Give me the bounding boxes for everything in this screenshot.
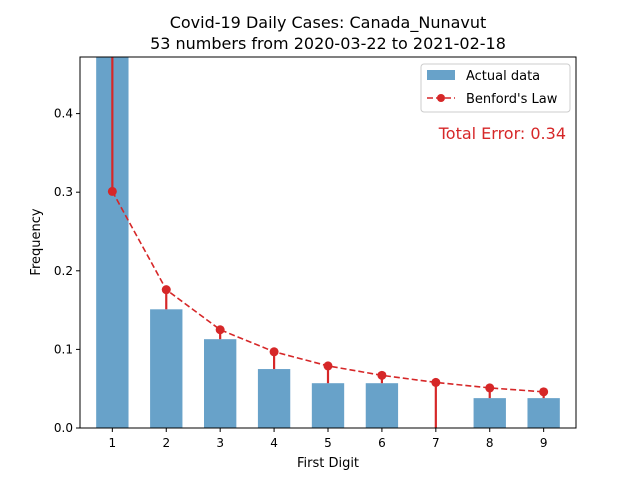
bar-series-actual — [96, 57, 560, 428]
total-error-annotation: Total Error: 0.34 — [438, 124, 566, 143]
bar-digit-3 — [204, 339, 237, 428]
x-tick-label-5: 5 — [324, 436, 332, 450]
x-axis-ticks: 1 2 3 4 5 6 7 8 9 — [109, 428, 548, 450]
y-tick-label-1: 0.1 — [54, 342, 73, 356]
legend-swatch-actual — [427, 70, 455, 80]
chart-title: Covid-19 Daily Cases: Canada_Nunavut — [170, 13, 487, 33]
chart-subtitle: 53 numbers from 2020-03-22 to 2021-02-18 — [150, 34, 506, 53]
y-tick-label-4: 0.4 — [54, 107, 73, 121]
bar-digit-2 — [150, 309, 183, 428]
y-tick-label-3: 0.3 — [54, 185, 73, 199]
bar-digit-8 — [473, 398, 506, 428]
benford-point-digit-7 — [431, 377, 441, 387]
benford-point-digit-4 — [269, 347, 279, 357]
benford-point-digit-6 — [377, 370, 387, 380]
x-tick-label-7: 7 — [432, 436, 440, 450]
legend-frame — [420, 63, 571, 113]
benford-point-digit-9 — [539, 387, 549, 397]
x-tick-label-4: 4 — [270, 436, 278, 450]
benford-point-digit-8 — [485, 383, 495, 393]
y-axis-ticks: 0.0 0.1 0.2 0.3 0.4 — [54, 107, 80, 435]
benford-point-digit-3 — [215, 325, 225, 335]
bar-digit-5 — [311, 383, 345, 428]
bar-digit-6 — [365, 383, 399, 428]
legend: Actual data Benford's Law — [420, 63, 571, 113]
x-tick-label-8: 8 — [486, 436, 494, 450]
legend-label-actual: Actual data — [466, 69, 540, 84]
benford-point-digit-5 — [323, 361, 333, 371]
y-tick-label-2: 0.2 — [54, 264, 73, 278]
x-tick-label-6: 6 — [378, 436, 386, 450]
benford-point-digit-2 — [161, 285, 171, 295]
legend-label-benford: Benford's Law — [466, 92, 558, 107]
x-tick-label-9: 9 — [540, 436, 548, 450]
x-tick-label-3: 3 — [216, 436, 224, 450]
benford-point-digit-1 — [107, 186, 117, 196]
y-tick-label-0: 0.0 — [54, 421, 73, 435]
bar-digit-9 — [527, 398, 560, 428]
x-tick-label-2: 2 — [162, 436, 170, 450]
x-tick-label-1: 1 — [109, 436, 117, 450]
x-axis-label: First Digit — [297, 456, 359, 471]
y-axis-label: Frequency — [29, 208, 44, 275]
legend-swatch-benford-marker — [437, 94, 445, 102]
benford-markers — [107, 186, 549, 397]
bar-digit-4 — [257, 369, 291, 428]
